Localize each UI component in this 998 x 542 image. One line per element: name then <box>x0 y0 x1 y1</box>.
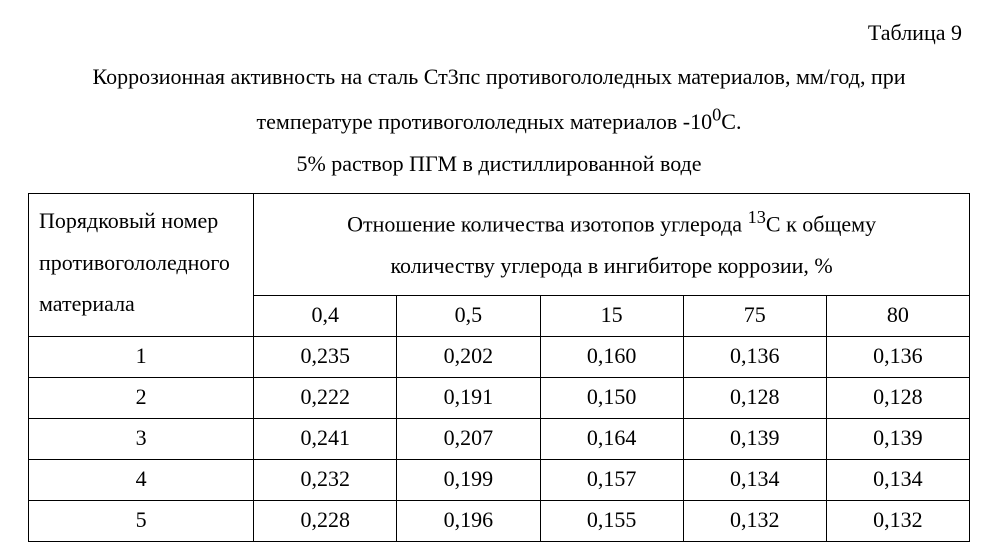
cell: 0,132 <box>826 500 969 541</box>
tophead-a: Отношение количества изотопов углерода <box>347 211 747 236</box>
tophead-line2: количеству углерода в ингибиторе коррози… <box>390 253 832 278</box>
table-header-row-1: Порядковый номер противогололедного мате… <box>29 193 970 295</box>
row-index: 1 <box>29 336 254 377</box>
row-index: 4 <box>29 459 254 500</box>
row-index: 5 <box>29 500 254 541</box>
caption-line-1: Коррозионная активность на сталь Ст3пс п… <box>92 64 905 89</box>
data-table: Порядковый номер противогололедного мате… <box>28 193 970 542</box>
cell: 0,191 <box>397 377 540 418</box>
row-index: 2 <box>29 377 254 418</box>
cell: 0,132 <box>683 500 826 541</box>
cell: 0,228 <box>254 500 397 541</box>
cell: 0,136 <box>826 336 969 377</box>
col-0: 0,4 <box>254 295 397 336</box>
cell: 0,134 <box>683 459 826 500</box>
cell: 0,199 <box>397 459 540 500</box>
caption-line-2: температуре противогололедных материалов… <box>257 109 742 134</box>
caption-line-3: 5% раствор ПГМ в дистиллированной воде <box>296 151 701 176</box>
cell: 0,150 <box>540 377 683 418</box>
tophead-sup: 13 <box>748 207 766 227</box>
cell: 0,155 <box>540 500 683 541</box>
rowhead-l1: Порядковый номер <box>39 208 218 233</box>
table-row: 5 0,228 0,196 0,155 0,132 0,132 <box>29 500 970 541</box>
cell: 0,128 <box>683 377 826 418</box>
page: Таблица 9 Коррозионная активность на ста… <box>0 0 998 534</box>
cell: 0,128 <box>826 377 969 418</box>
cell: 0,157 <box>540 459 683 500</box>
cell: 0,139 <box>683 418 826 459</box>
rowhead-l2: противогололедного <box>39 250 230 275</box>
cell: 0,202 <box>397 336 540 377</box>
table-number-label: Таблица 9 <box>28 20 970 46</box>
cell: 0,232 <box>254 459 397 500</box>
col-1: 0,5 <box>397 295 540 336</box>
cell: 0,207 <box>397 418 540 459</box>
cell: 0,222 <box>254 377 397 418</box>
cell: 0,139 <box>826 418 969 459</box>
row-header-material-number: Порядковый номер противогололедного мате… <box>29 193 254 336</box>
table-caption: Коррозионная активность на сталь Ст3пс п… <box>38 56 960 185</box>
table-row: 4 0,232 0,199 0,157 0,134 0,134 <box>29 459 970 500</box>
col-header-isotope-ratio: Отношение количества изотопов углерода 1… <box>254 193 970 295</box>
cell: 0,164 <box>540 418 683 459</box>
rowhead-l3: материала <box>39 291 135 316</box>
col-3: 75 <box>683 295 826 336</box>
tophead-b: С к общему <box>766 211 876 236</box>
row-index: 3 <box>29 418 254 459</box>
cell: 0,136 <box>683 336 826 377</box>
caption-line-2a: температуре противогололедных материалов… <box>257 109 713 134</box>
caption-line-2b: С. <box>721 109 741 134</box>
cell: 0,160 <box>540 336 683 377</box>
cell: 0,235 <box>254 336 397 377</box>
cell: 0,134 <box>826 459 969 500</box>
cell: 0,196 <box>397 500 540 541</box>
caption-degree-sup: 0 <box>712 105 721 125</box>
col-4: 80 <box>826 295 969 336</box>
col-2: 15 <box>540 295 683 336</box>
table-row: 3 0,241 0,207 0,164 0,139 0,139 <box>29 418 970 459</box>
table-row: 2 0,222 0,191 0,150 0,128 0,128 <box>29 377 970 418</box>
table-row: 1 0,235 0,202 0,160 0,136 0,136 <box>29 336 970 377</box>
cell: 0,241 <box>254 418 397 459</box>
